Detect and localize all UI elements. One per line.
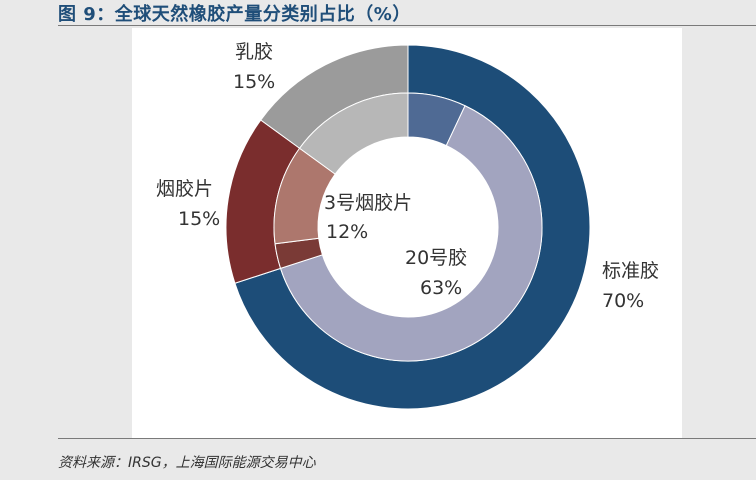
outer-label-latex-name: 乳胶	[235, 41, 273, 63]
inner-label-rss3-name: 3号烟胶片	[324, 192, 412, 214]
inner-ring-slice-1	[279, 105, 543, 362]
outer-label-tsr-name: 标准胶	[602, 260, 659, 282]
inner-ring	[273, 92, 543, 362]
source-divider	[58, 438, 756, 439]
outer-label-rss-name: 烟胶片	[156, 178, 213, 200]
outer-label-tsr-value: 70%	[602, 290, 644, 312]
inner-label-tsr20-value: 63%	[420, 277, 462, 299]
figure-title: 图 9：全球天然橡胶产量分类别占比（%）	[58, 4, 411, 25]
outer-label-rss-value: 15%	[178, 208, 220, 230]
title-divider	[58, 25, 756, 26]
inner-ring-slice-4	[298, 92, 409, 175]
source-note: 资料来源：IRSG，上海国际能源交易中心	[58, 455, 316, 471]
inner-label-rss3-value: 12%	[326, 221, 368, 243]
outer-label-latex-value: 15%	[233, 71, 275, 93]
inner-label-tsr20-name: 20号胶	[405, 247, 467, 269]
